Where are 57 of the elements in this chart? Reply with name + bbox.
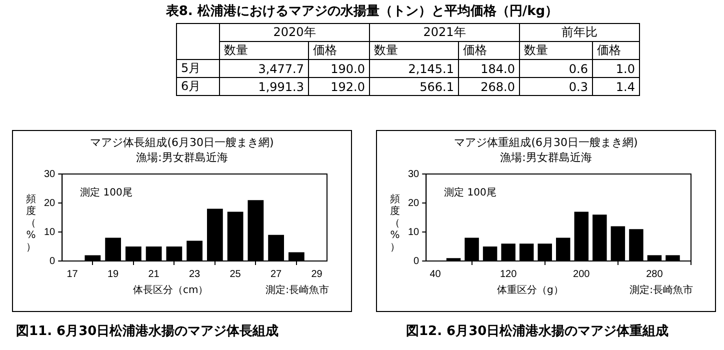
text: 数量 (370, 42, 458, 60)
text: 価格 (308, 42, 370, 60)
y-tick-label: 10 (408, 226, 420, 238)
text: 268.0 (458, 78, 520, 96)
text: 5月 (176, 60, 220, 78)
text: 測定:長崎魚市 (266, 284, 329, 297)
text: 1.0 (592, 60, 640, 78)
x-tick-label: 25 (230, 268, 242, 280)
x-tick-label: 280 (646, 268, 664, 280)
y-tick-label: 0 (414, 256, 420, 267)
caption: 図12. 6月30日松浦港水揚のマアジ体重組成 (406, 322, 669, 340)
y-axis-title: 頻度（%） (389, 194, 401, 254)
text: 6月 (176, 78, 220, 96)
chart-subtitle: 漁場:男女群島近海 (499, 150, 593, 165)
text: 2,145.1 (370, 60, 458, 78)
x-tick-label: 29 (311, 268, 323, 280)
text: 数量 (520, 42, 592, 60)
text: 2020年 (220, 24, 370, 42)
text: 2021年 (370, 24, 520, 42)
x-tick-label: 200 (573, 268, 590, 280)
text: 1,991.3 (220, 78, 308, 96)
x-tick-label: 23 (189, 268, 201, 280)
text: 前年比 (520, 24, 640, 42)
chart-title: マアジ体長組成(6月30日一艘まき網) (89, 135, 275, 150)
annotation: 測定 100尾 (80, 186, 132, 199)
y-tick-label: 0 (50, 256, 56, 267)
text: 192.0 (308, 78, 370, 96)
text: 3,477.7 (220, 60, 308, 78)
y-tick-label: 30 (44, 168, 56, 180)
y-axis-title: 頻度（%） (25, 194, 37, 254)
chart-title: マアジ体重組成(6月30日一艘まき網) (453, 135, 639, 150)
text: 価格 (458, 42, 520, 60)
x-tick-label: 27 (270, 268, 282, 280)
text: 数量 (220, 42, 308, 60)
y-tick-label: 10 (44, 226, 56, 238)
text: 測定:長崎魚市 (630, 284, 693, 297)
text: 表8. 松浦港におけるマアジの水揚量（トン）と平均価格（円/kg） (164, 3, 560, 20)
chart-subtitle: 漁場:男女群島近海 (135, 150, 229, 165)
x-tick-label: 17 (66, 268, 78, 280)
text: 184.0 (458, 60, 520, 78)
x-tick-label: 21 (148, 268, 160, 280)
text: 1.4 (592, 78, 640, 96)
caption: 図11. 6月30日松浦港水揚のマアジ体長組成 (16, 323, 279, 340)
text: 0.6 (520, 60, 592, 78)
y-tick-label: 30 (408, 168, 420, 180)
x-tick-label: 120 (500, 268, 518, 280)
annotation: 測定 100尾 (444, 186, 496, 199)
x-axis-title: 体重区分（g） (497, 284, 564, 297)
y-tick-label: 20 (408, 198, 420, 209)
text: 価格 (592, 42, 640, 60)
text: 566.1 (370, 78, 458, 96)
y-tick-label: 20 (44, 198, 56, 209)
x-tick-label: 19 (108, 268, 120, 280)
text: 0.3 (520, 78, 592, 96)
text: 190.0 (308, 60, 370, 78)
x-tick-label: 40 (430, 268, 442, 280)
x-axis-title: 体長区分（cm） (133, 284, 208, 297)
